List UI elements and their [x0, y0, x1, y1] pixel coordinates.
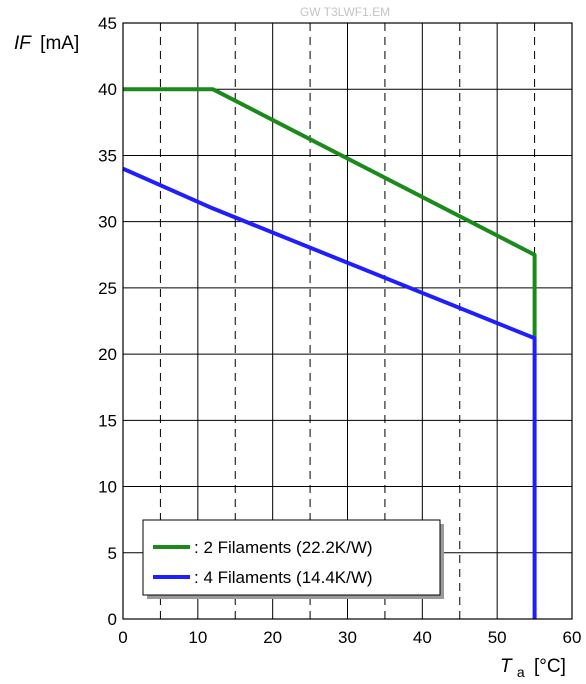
- y-tick-labels: 0 5 10 15 20 25 30 35 40 45: [98, 14, 117, 629]
- y-tick-label: 15: [98, 411, 117, 430]
- series-lines: [122, 87, 537, 619]
- y-tick-label: 45: [98, 14, 117, 33]
- legend: : 2 Filaments (22.2K/W) : 4 Filaments (1…: [142, 519, 444, 599]
- plot-frame: [122, 22, 573, 620]
- legend-label-4-filaments: : 4 Filaments (14.4K/W): [194, 568, 373, 587]
- y-tick-label: 25: [98, 279, 117, 298]
- series-line-0: [123, 87, 537, 339]
- y-tick-label: 30: [98, 213, 117, 232]
- x-tick-label: 50: [488, 628, 507, 647]
- x-tick-label: 30: [338, 628, 357, 647]
- x-axis-label: T a [°C]: [500, 656, 566, 682]
- y-axis-label: IF [mA]: [14, 33, 79, 54]
- x-tick-label: 0: [118, 628, 127, 647]
- legend-label-2-filaments: : 2 Filaments (22.2K/W): [194, 538, 373, 557]
- y-tick-label: 35: [98, 146, 117, 165]
- watermark: GW T3LWF1.EM: [300, 5, 390, 19]
- x-tick-label: 10: [188, 628, 207, 647]
- y-tick-label: 20: [98, 345, 117, 364]
- x-tick-label: 40: [413, 628, 432, 647]
- y-tick-label: 10: [98, 478, 117, 497]
- y-tick-label: 0: [108, 610, 117, 629]
- y-tick-label: 5: [108, 544, 117, 563]
- x-tick-labels: 0 10 20 30 40 50 60: [118, 628, 581, 647]
- x-tick-label: 20: [263, 628, 282, 647]
- x-tick-label: 60: [563, 628, 582, 647]
- y-tick-label: 40: [98, 80, 117, 99]
- legend-box: [142, 519, 441, 596]
- series-line-1: [122, 166, 537, 619]
